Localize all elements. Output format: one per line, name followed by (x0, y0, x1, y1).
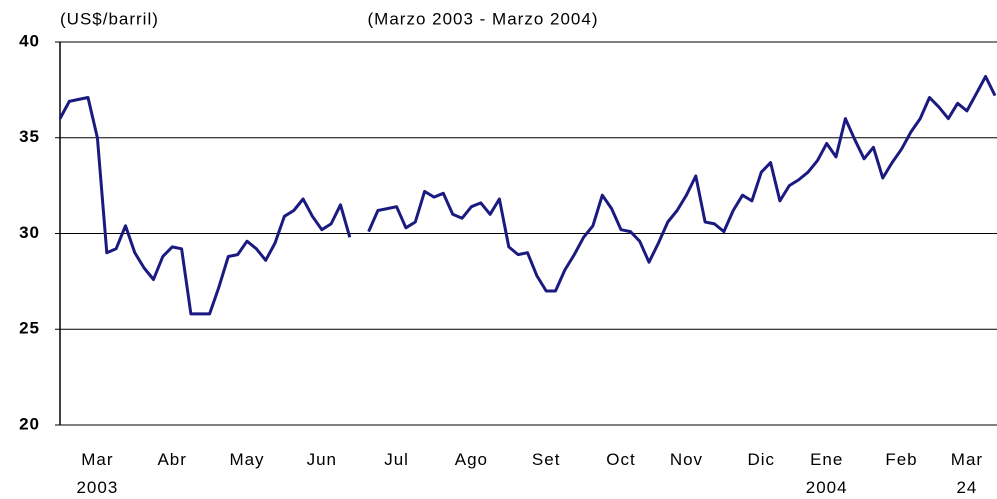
y-tick-label: 30 (19, 223, 40, 242)
y-tick-label: 25 (19, 319, 40, 338)
price-line (58, 75, 997, 316)
x-tick-label: Mar 24 (950, 450, 984, 497)
y-axis-label: (US$/barril) (60, 9, 159, 28)
x-tick-label: Oct (606, 450, 636, 469)
x-tick-label: Set (531, 450, 561, 469)
x-tick-label: Ago (454, 450, 489, 469)
chart-title: (Marzo 2003 - Marzo 2004) (368, 9, 599, 28)
x-tick-label: Feb (885, 450, 918, 469)
x-tick-label: Dic (747, 450, 776, 469)
x-tick-label: Nov (669, 450, 704, 469)
x-tick-label: Ene 2004 (805, 450, 848, 497)
y-tick-label: 20 (19, 414, 40, 433)
y-tick-label: 40 (19, 31, 40, 50)
x-tick-label: Abr (157, 450, 187, 469)
y-tick-label: 35 (19, 127, 40, 146)
x-tick-label: May (229, 450, 265, 469)
x-tick-label: Mar 2003 (76, 450, 119, 497)
x-tick-label: Jun (306, 450, 337, 469)
x-tick-label: Jul (384, 450, 409, 469)
